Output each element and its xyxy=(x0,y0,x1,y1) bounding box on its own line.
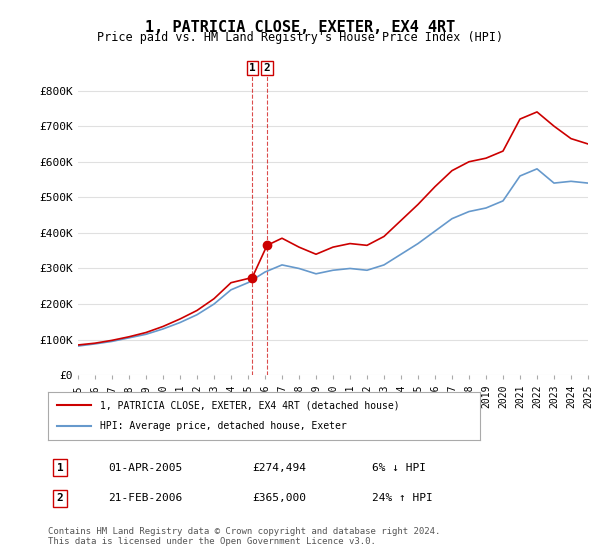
Text: 1, PATRICIA CLOSE, EXETER, EX4 4RT (detached house): 1, PATRICIA CLOSE, EXETER, EX4 4RT (deta… xyxy=(100,400,400,410)
Text: HPI: Average price, detached house, Exeter: HPI: Average price, detached house, Exet… xyxy=(100,421,347,431)
Text: 1: 1 xyxy=(56,463,64,473)
Text: 6% ↓ HPI: 6% ↓ HPI xyxy=(372,463,426,473)
Text: 1: 1 xyxy=(249,63,256,73)
Text: 2: 2 xyxy=(56,493,64,503)
Text: £274,494: £274,494 xyxy=(252,463,306,473)
Text: 24% ↑ HPI: 24% ↑ HPI xyxy=(372,493,433,503)
Text: Contains HM Land Registry data © Crown copyright and database right 2024.
This d: Contains HM Land Registry data © Crown c… xyxy=(48,526,440,546)
Text: 21-FEB-2006: 21-FEB-2006 xyxy=(108,493,182,503)
Text: £365,000: £365,000 xyxy=(252,493,306,503)
Text: Price paid vs. HM Land Registry's House Price Index (HPI): Price paid vs. HM Land Registry's House … xyxy=(97,31,503,44)
Text: 1, PATRICIA CLOSE, EXETER, EX4 4RT: 1, PATRICIA CLOSE, EXETER, EX4 4RT xyxy=(145,20,455,35)
Text: 01-APR-2005: 01-APR-2005 xyxy=(108,463,182,473)
Text: 2: 2 xyxy=(263,63,271,73)
